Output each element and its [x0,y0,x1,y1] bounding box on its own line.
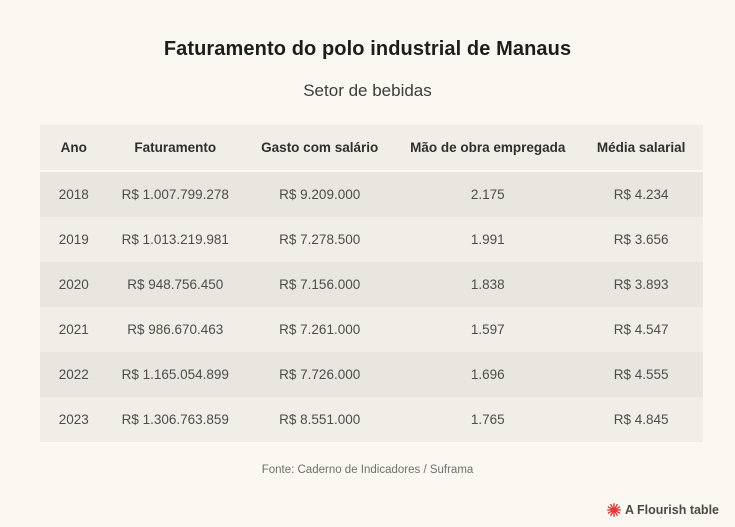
chart-header: Faturamento do polo industrial de Manaus… [0,0,735,101]
value-cell: R$ 7.726.000 [243,352,397,397]
year-cell: 2023 [40,397,108,442]
year-cell: 2022 [40,352,108,397]
value-cell: 1.838 [396,262,580,307]
table-header-row: Ano Faturamento Gasto com salário Mão de ob… [40,125,703,172]
table-row: 2019 R$ 1.013.219.981 R$ 7.278.500 1.991 R$ … [40,217,703,262]
value-cell: R$ 4.547 [579,307,703,352]
value-cell: 1.991 [396,217,580,262]
flourish-logo-icon [607,503,621,517]
table-row: 2022 R$ 1.165.054.899 R$ 7.726.000 1.696 R$ … [40,352,703,397]
page-subtitle: Setor de bebidas [303,81,432,100]
value-cell: R$ 3.656 [579,217,703,262]
table-body: 2018 R$ 1.007.799.278 R$ 9.209.000 2.175 R$ … [40,171,703,442]
value-cell: R$ 1.007.799.278 [107,171,244,217]
value-cell: R$ 4.234 [579,171,703,217]
value-cell: 1.765 [396,397,580,442]
table-row: 2023 R$ 1.306.763.859 R$ 8.551.000 1.765 R$ … [40,397,703,442]
value-cell: R$ 9.209.000 [243,171,397,217]
column-header-2: Gasto com salário [243,125,397,172]
value-cell: R$ 4.845 [579,397,703,442]
value-cell: R$ 1.165.054.899 [107,352,244,397]
value-cell: R$ 3.893 [579,262,703,307]
source-note: Fonte: Caderno de Indicadores / Suframa [261,464,474,476]
year-cell: 2020 [40,262,108,307]
value-cell: R$ 7.156.000 [243,262,397,307]
column-header-1: Faturamento [107,125,244,172]
year-cell: 2021 [40,307,108,352]
table-head: Ano Faturamento Gasto com salário Mão de ob… [40,125,703,172]
value-cell: R$ 986.670.463 [107,307,244,352]
value-cell: R$ 7.278.500 [243,217,397,262]
table-row: 2018 R$ 1.007.799.278 R$ 9.209.000 2.175 R$ … [40,171,703,217]
column-header-3: Mão de obra empregada [396,125,580,172]
column-header-0: Ano [40,125,108,172]
value-cell: 2.175 [396,171,580,217]
value-cell: R$ 948.756.450 [107,262,244,307]
value-cell: 1.597 [396,307,580,352]
page-title: Faturamento do polo industrial de Manaus [163,38,572,60]
data-table: Ano Faturamento Gasto com salário Mão de ob… [40,125,703,442]
table-row: 2021 R$ 986.670.463 R$ 7.261.000 1.597 R$ 4.… [40,307,703,352]
flourish-credit[interactable]: A Flourish table [607,503,719,517]
value-cell: R$ 4.555 [579,352,703,397]
table-container: Ano Faturamento Gasto com salário Mão de ob… [40,125,703,442]
value-cell: 1.696 [396,352,580,397]
flourish-credit-label: A Flourish table [625,503,719,517]
year-cell: 2018 [40,171,108,217]
value-cell: R$ 1.306.763.859 [107,397,244,442]
table-row: 2020 R$ 948.756.450 R$ 7.156.000 1.838 R$ 3.… [40,262,703,307]
value-cell: R$ 7.261.000 [243,307,397,352]
value-cell: R$ 1.013.219.981 [107,217,244,262]
value-cell: R$ 8.551.000 [243,397,397,442]
column-header-4: Média salarial [579,125,703,172]
year-cell: 2019 [40,217,108,262]
